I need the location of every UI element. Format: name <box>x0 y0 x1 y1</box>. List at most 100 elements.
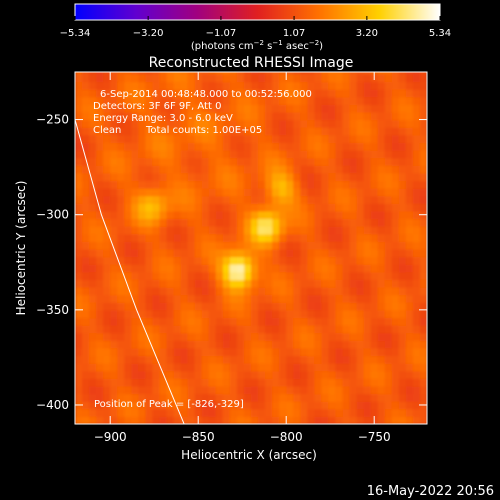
heatmap-cell <box>398 302 407 311</box>
heatmap-cell <box>215 134 224 143</box>
heatmap-cell <box>173 188 182 197</box>
heatmap-cell <box>201 363 210 372</box>
heatmap-cell <box>138 72 146 75</box>
heatmap-cell <box>145 347 154 357</box>
heatmap-cell <box>180 165 189 174</box>
heatmap-cell <box>419 393 427 402</box>
heatmap-cell <box>215 111 224 121</box>
heatmap-cell <box>251 271 259 280</box>
heatmap-cell <box>215 393 224 402</box>
heatmap-cell <box>138 287 146 296</box>
heatmap-cell <box>342 408 351 417</box>
heatmap-cell <box>314 127 322 136</box>
heatmap-cell <box>82 72 90 75</box>
heatmap-cell <box>314 218 322 227</box>
heatmap-cell <box>335 309 344 319</box>
heatmap-cell <box>236 294 245 303</box>
heatmap-cell <box>229 317 238 326</box>
heatmap-cell <box>145 119 154 128</box>
heatmap-cell <box>398 279 407 288</box>
heatmap-cell <box>180 203 189 212</box>
heatmap-cell <box>286 363 294 372</box>
heatmap-cell <box>279 378 287 387</box>
heatmap-cell <box>138 401 146 410</box>
heatmap-cell <box>222 309 231 319</box>
heatmap-cell <box>124 150 132 159</box>
heatmap-cell <box>356 309 365 319</box>
heatmap-cell <box>342 73 351 83</box>
heatmap-cell <box>405 89 414 98</box>
colorbar-label: (photons cm−2 s−1 asec−2) <box>191 39 323 52</box>
heatmap-cell <box>201 203 210 212</box>
heatmap-cell <box>258 370 266 379</box>
heatmap-cell <box>103 393 111 402</box>
heatmap-cell <box>131 111 139 121</box>
heatmap-cell <box>166 256 175 265</box>
heatmap-cell <box>349 294 358 303</box>
heatmap-cell <box>405 81 414 90</box>
heatmap-cell <box>159 302 168 311</box>
heatmap-cell <box>187 127 196 136</box>
heatmap-cell <box>349 180 358 189</box>
heatmap-cell <box>342 104 351 113</box>
heatmap-cell <box>370 218 379 227</box>
heatmap-cell <box>215 317 224 326</box>
heatmap-cell <box>208 119 217 128</box>
heatmap-cell <box>384 172 393 182</box>
heatmap-cell <box>180 195 189 204</box>
heatmap-cell <box>412 157 421 166</box>
heatmap-cell <box>208 104 217 113</box>
heatmap-cell <box>131 195 139 204</box>
heatmap-cell <box>377 172 386 182</box>
heatmap-cell <box>173 89 182 98</box>
heatmap-cell <box>349 302 358 311</box>
heatmap-cell <box>391 363 400 372</box>
heatmap-cell <box>243 241 252 250</box>
y-tick-label: −400 <box>36 398 69 412</box>
heatmap-cell <box>300 317 308 326</box>
heatmap-cell <box>110 157 118 166</box>
heatmap-cell <box>356 241 365 250</box>
heatmap-cell <box>356 142 365 151</box>
heatmap-cell <box>272 347 280 357</box>
heatmap-cell <box>286 393 294 402</box>
heatmap-cell <box>152 378 161 387</box>
heatmap-cell <box>251 363 259 372</box>
heatmap-cell <box>222 142 231 151</box>
heatmap-cell <box>377 218 386 227</box>
heatmap-cell <box>258 119 266 128</box>
heatmap-cell <box>272 72 280 75</box>
heatmap-cell <box>314 370 322 379</box>
heatmap-cell <box>328 347 337 357</box>
x-tick-label: −800 <box>270 430 303 444</box>
heatmap-cell <box>328 233 337 242</box>
heatmap-cell <box>117 408 125 417</box>
heatmap-cell <box>82 302 90 311</box>
heatmap-cell <box>110 287 118 296</box>
heatmap-cell <box>328 89 337 98</box>
heatmap-cell <box>110 347 118 357</box>
heatmap-cell <box>82 157 90 166</box>
heatmap-cell <box>110 150 118 159</box>
heatmap-cell <box>138 233 146 242</box>
heatmap-cell <box>342 226 351 235</box>
heatmap-cell <box>419 127 427 136</box>
heatmap-cell <box>82 309 90 319</box>
heatmap-cell <box>75 180 83 189</box>
heatmap-cell <box>398 104 407 113</box>
heatmap-cell <box>405 104 414 113</box>
heatmap-cell <box>251 264 259 273</box>
heatmap-cells <box>75 72 427 424</box>
heatmap-cell <box>370 104 379 113</box>
heatmap-cell <box>321 317 330 326</box>
heatmap-cell <box>117 218 125 227</box>
heatmap-cell <box>258 340 266 349</box>
heatmap-cell <box>258 111 266 121</box>
heatmap-cell <box>286 157 294 166</box>
heatmap-cell <box>145 218 154 227</box>
heatmap-cell <box>131 165 139 174</box>
heatmap-cell <box>286 408 294 417</box>
heatmap-cell <box>279 210 287 220</box>
heatmap-cell <box>103 248 111 258</box>
heatmap-cell <box>272 408 280 417</box>
